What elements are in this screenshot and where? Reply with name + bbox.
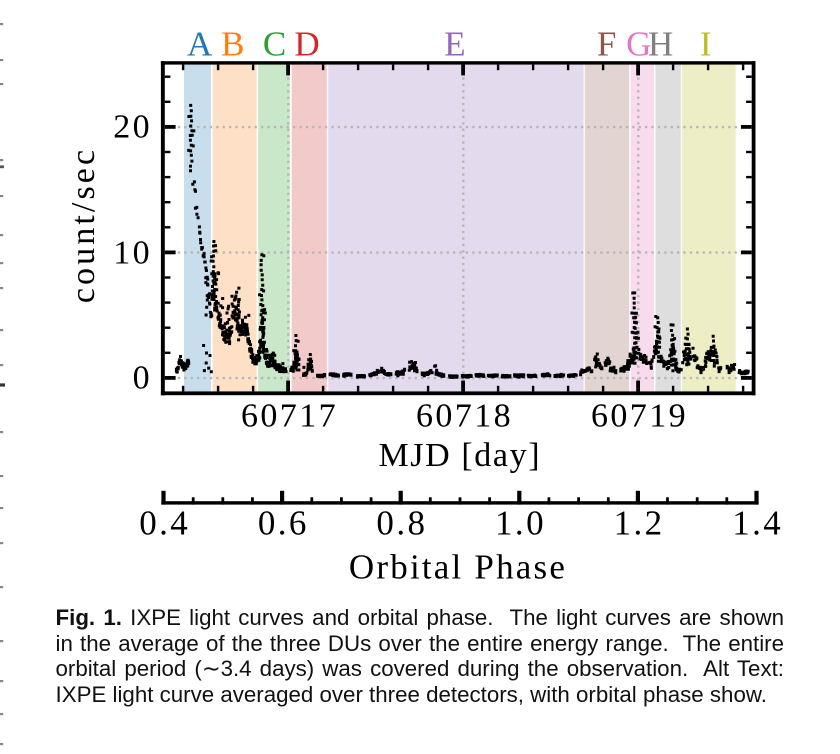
svg-text:G: G bbox=[626, 25, 651, 64]
svg-text:MJD [day]: MJD [day] bbox=[378, 437, 541, 474]
svg-text:B: B bbox=[221, 25, 244, 64]
svg-text:1.4: 1.4 bbox=[732, 504, 783, 543]
svg-text:F: F bbox=[597, 25, 616, 64]
svg-text:0.4: 0.4 bbox=[139, 504, 190, 543]
svg-text:I: I bbox=[700, 25, 712, 64]
svg-text:D: D bbox=[294, 25, 319, 64]
svg-text:1.2: 1.2 bbox=[614, 504, 665, 543]
svg-text:60719: 60719 bbox=[591, 397, 688, 434]
svg-text:E: E bbox=[444, 25, 465, 64]
svg-text:0.8: 0.8 bbox=[376, 504, 427, 543]
svg-text:10: 10 bbox=[113, 235, 152, 272]
svg-text:20: 20 bbox=[113, 109, 152, 146]
svg-text:Orbital Phase: Orbital Phase bbox=[349, 547, 567, 586]
svg-text:count/sec: count/sec bbox=[65, 147, 102, 303]
svg-text:1.0: 1.0 bbox=[495, 504, 546, 543]
svg-text:A: A bbox=[187, 25, 213, 64]
svg-text:60717: 60717 bbox=[241, 397, 338, 434]
svg-text:0.6: 0.6 bbox=[258, 504, 309, 543]
svg-text:C: C bbox=[263, 25, 286, 64]
svg-text:H: H bbox=[648, 25, 673, 64]
svg-text:0: 0 bbox=[133, 360, 152, 397]
svg-text:60718: 60718 bbox=[416, 397, 513, 434]
